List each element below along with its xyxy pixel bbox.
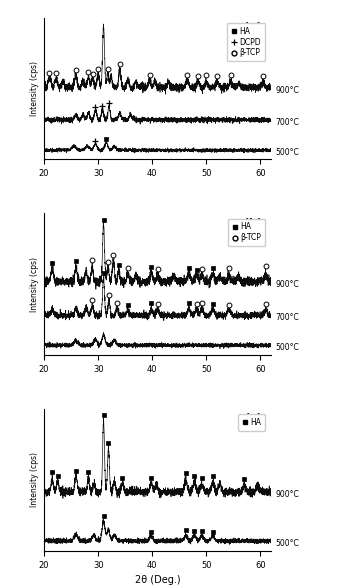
Legend: HA, β-TCP: HA, β-TCP (228, 219, 265, 246)
Text: (a): (a) (244, 22, 262, 32)
Y-axis label: Intensity (cps): Intensity (cps) (29, 61, 39, 116)
Text: 900°C: 900°C (276, 86, 299, 94)
Y-axis label: Intensity (cps): Intensity (cps) (29, 452, 39, 507)
Text: 500°C: 500°C (276, 539, 299, 548)
Text: 900°C: 900°C (276, 280, 299, 288)
Text: 700°C: 700°C (276, 118, 299, 127)
Text: (b): (b) (244, 217, 262, 227)
Text: 500°C: 500°C (276, 148, 299, 157)
Text: 700°C: 700°C (276, 314, 299, 322)
X-axis label: 2θ (Deg.): 2θ (Deg.) (135, 575, 180, 585)
Text: (c): (c) (245, 413, 262, 423)
Text: 900°C: 900°C (276, 490, 299, 499)
Legend: HA, DCPD, β-TCP: HA, DCPD, β-TCP (227, 23, 265, 62)
Text: 500°C: 500°C (276, 343, 299, 352)
Y-axis label: Intensity (cps): Intensity (cps) (29, 257, 39, 312)
Legend: HA: HA (238, 414, 265, 431)
